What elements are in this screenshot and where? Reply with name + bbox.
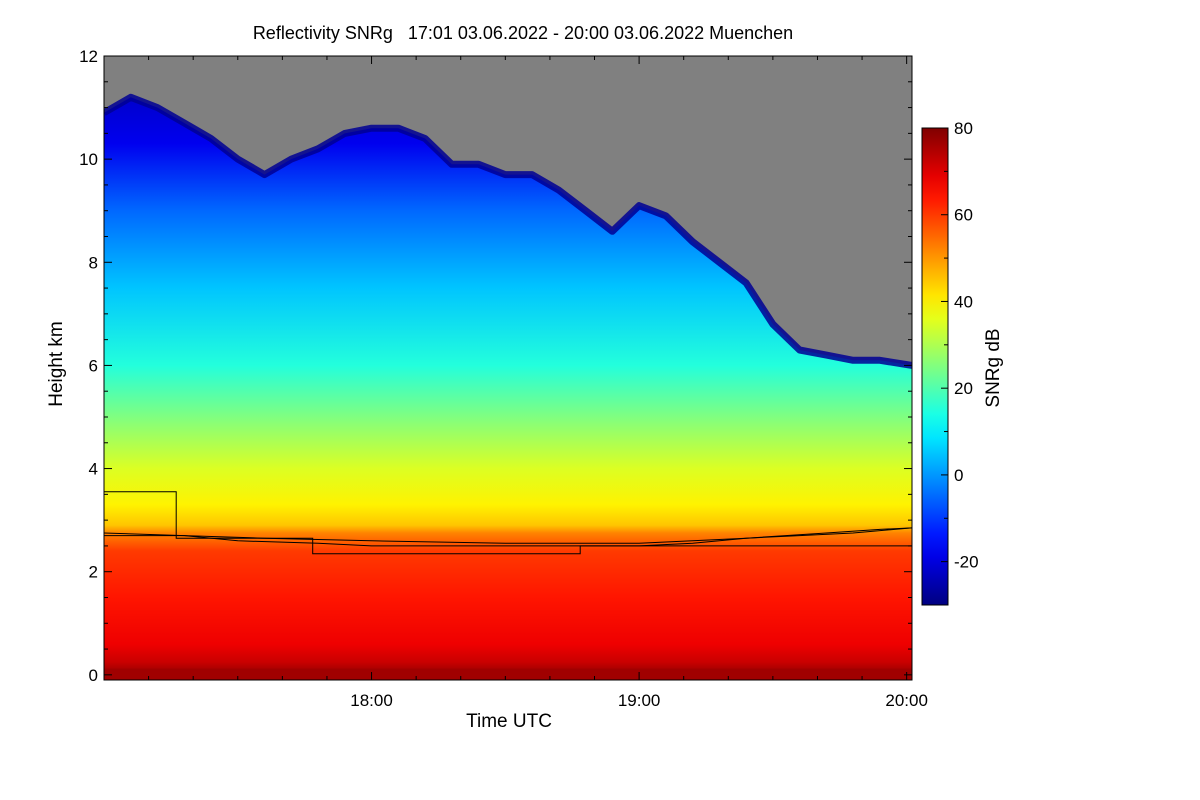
- y-tick-label: 12: [79, 47, 98, 66]
- surface-clutter-band: [104, 668, 912, 680]
- plot-area: [104, 56, 912, 680]
- colorbar-gradient: [921, 127, 949, 606]
- colorbar-tick-label: 0: [954, 466, 963, 485]
- x-axis-label: Time UTC: [466, 711, 552, 732]
- colorbar-tick-label: 20: [954, 379, 973, 398]
- colorbar: -20 0 20 40 60 80: [921, 119, 979, 606]
- echo-top-edge: [104, 93, 912, 369]
- y-axis: 0 2 4 6 8 10 12: [79, 47, 912, 685]
- colorbar-tick-label: 60: [954, 206, 973, 225]
- colorbar-label: SNRg dB: [983, 328, 1004, 407]
- y-tick-label: 4: [89, 460, 98, 479]
- chart-title: Reflectivity SNRg 17:01 03.06.2022 - 20:…: [253, 23, 793, 43]
- x-axis: 18:00 19:00 20:00: [103, 56, 928, 710]
- colorbar-tick-label: 40: [954, 292, 973, 311]
- y-axis-label: Height km: [46, 321, 67, 407]
- x-tick-label: 19:00: [618, 691, 661, 710]
- y-tick-label: 10: [79, 150, 98, 169]
- layer-line-upper: [104, 527, 912, 544]
- colorbar-tick-label: 80: [954, 119, 973, 138]
- colorbar-tick-label: -20: [954, 553, 979, 572]
- melting-layer-line: [104, 527, 912, 547]
- y-tick-label: 8: [89, 253, 98, 272]
- reflectivity-field: [104, 97, 912, 680]
- x-tick-label: 18:00: [350, 691, 393, 710]
- layer-line-step: [104, 491, 912, 555]
- x-tick-label: 20:00: [885, 691, 928, 710]
- colorbar-ticks: -20 0 20 40 60 80: [941, 119, 979, 606]
- plot-frame: [103, 55, 913, 681]
- y-tick-label: 2: [89, 563, 98, 582]
- y-tick-label: 0: [89, 666, 98, 685]
- y-tick-label: 6: [89, 356, 98, 375]
